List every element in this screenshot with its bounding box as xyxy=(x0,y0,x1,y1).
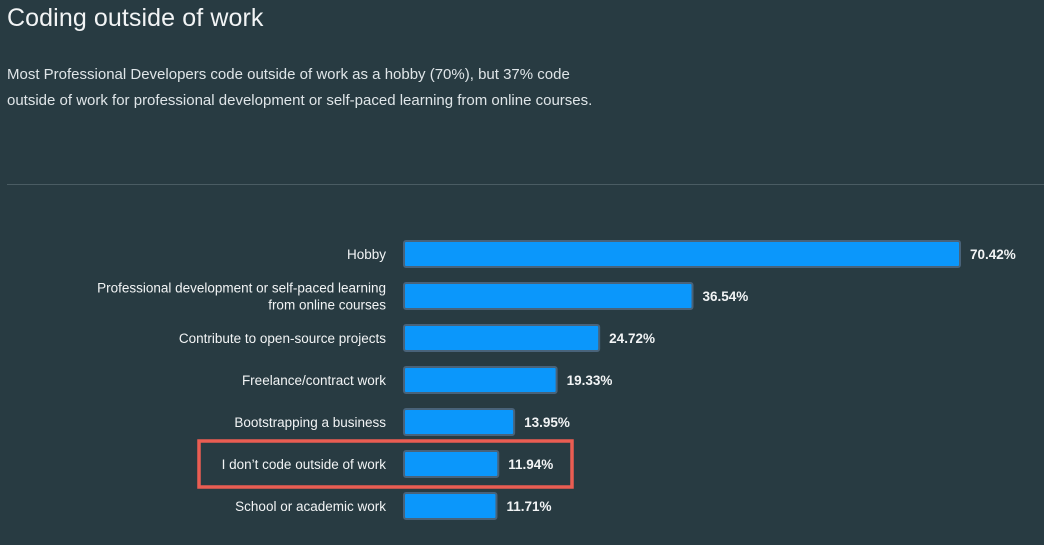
value-label-bootstrapping-a-business: 13.95% xyxy=(524,415,570,430)
highlight-box xyxy=(197,439,574,489)
category-label-freelance-contract-work: Freelance/contract work xyxy=(242,373,386,388)
section-divider xyxy=(7,184,1044,185)
category-label-hobby: Hobby xyxy=(347,247,386,262)
value-label-contribute-to-open-source-projects: 24.72% xyxy=(609,331,655,346)
category-label-school-or-academic-work: School or academic work xyxy=(235,499,386,514)
bar-freelance-contract-work xyxy=(403,366,558,394)
bar-bootstrapping-a-business xyxy=(403,408,516,436)
category-label-i-don-t-code-outside-of-work: I don’t code outside of work xyxy=(222,457,387,472)
bar-hobby xyxy=(403,240,961,268)
category-label-professional-development-or-self-paced-learning-from-online-courses-line2: from online courses xyxy=(268,298,386,313)
category-label-contribute-to-open-source-projects: Contribute to open-source projects xyxy=(179,331,386,346)
bar-i-don-t-code-outside-of-work xyxy=(403,450,500,478)
bar-contribute-to-open-source-projects xyxy=(403,324,601,352)
value-label-professional-development-or-self-paced-learning-from-online-courses: 36.54% xyxy=(703,289,749,304)
bar-professional-development-or-self-paced-learning-from-online-courses xyxy=(403,282,694,310)
value-label-i-don-t-code-outside-of-work: 11.94% xyxy=(508,457,553,472)
category-label-professional-development-or-self-paced-learning-from-online-courses-line1: Professional development or self-paced l… xyxy=(97,281,386,296)
value-label-hobby: 70.42% xyxy=(970,247,1016,262)
value-label-school-or-academic-work: 11.71% xyxy=(506,499,551,514)
bar-school-or-academic-work xyxy=(403,492,498,520)
page-title: Coding outside of work xyxy=(7,4,264,32)
value-label-freelance-contract-work: 19.33% xyxy=(567,373,613,388)
category-label-bootstrapping-a-business: Bootstrapping a business xyxy=(234,415,386,430)
chart-description: Most Professional Developers code outsid… xyxy=(7,66,593,109)
